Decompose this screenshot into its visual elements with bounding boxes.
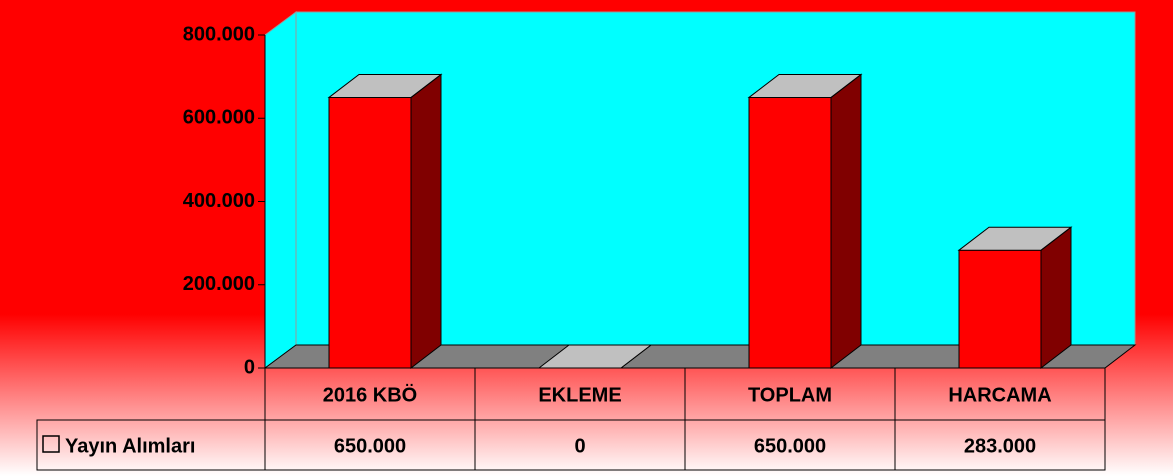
bar [328, 96, 412, 369]
bar [958, 249, 1042, 369]
x-tick-label: TOPLAM [748, 384, 832, 406]
bar-top [327, 73, 443, 98]
legend-swatch [42, 435, 60, 453]
x-tick-label: 2016 KBÖ [323, 383, 418, 406]
y-tick-label: 800.000 [183, 23, 255, 45]
x-tick-label: EKLEME [538, 384, 621, 406]
bar-top [747, 73, 863, 98]
bar-top [957, 226, 1073, 251]
y-tick-label: 200.000 [183, 273, 255, 295]
data-label: 650.000 [334, 435, 406, 457]
y-tick-label: 0 [244, 356, 255, 378]
bar-side [830, 73, 862, 370]
y-tick-label: 400.000 [183, 190, 255, 212]
y-tick-label: 600.000 [183, 107, 255, 129]
legend-label: Yayın Alımları [65, 435, 195, 457]
bar-side [1040, 226, 1072, 370]
side-wall [264, 11, 297, 369]
bar [748, 96, 832, 369]
data-label: 283.000 [964, 435, 1036, 457]
data-label: 650.000 [754, 435, 826, 457]
data-label: 0 [574, 435, 585, 457]
x-tick-label: HARCAMA [948, 384, 1051, 406]
bar-side [410, 73, 442, 370]
